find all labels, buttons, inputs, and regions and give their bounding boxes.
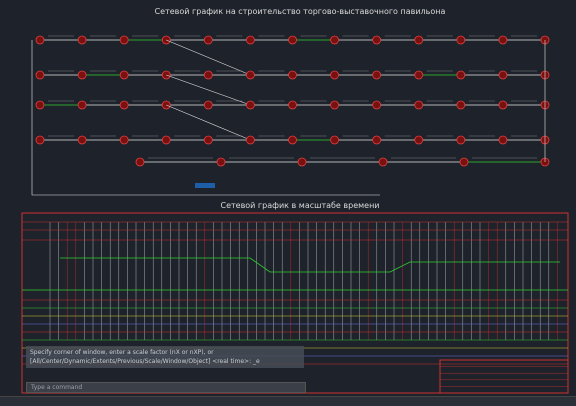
node [414,135,424,145]
history-line: Specify corner of window, enter a scale … [30,349,214,356]
table-frame [21,212,569,394]
node [35,35,45,45]
node [372,70,382,80]
node [297,157,307,167]
node [456,70,466,80]
node [35,135,45,145]
node [330,35,339,45]
node [288,100,297,110]
node [372,100,382,110]
node [119,100,129,110]
node [246,35,255,45]
node [330,100,339,110]
diag [166,104,251,141]
drawing-canvas: Сетевой график на строительство торгово-… [21,7,569,394]
node [330,70,339,80]
node [77,70,87,80]
node [372,135,382,145]
title-bottom: Сетевой график в масштабе времени [220,201,379,210]
node [378,157,388,167]
node [246,100,255,110]
node [330,135,339,145]
node [414,35,424,45]
highlight [195,183,215,188]
node [161,135,171,145]
command-input[interactable]: Type a command [26,382,306,393]
node [203,35,213,45]
node [203,70,213,80]
node [414,100,424,110]
node [216,157,226,167]
node [456,135,466,145]
node [119,70,129,80]
diag [166,74,251,106]
node [456,100,466,110]
command-history: Specify corner of window, enter a scale … [26,346,304,368]
node [459,157,469,167]
node [246,70,255,80]
node [498,135,508,145]
node [119,135,129,145]
node [372,35,382,45]
node [77,135,87,145]
node [77,100,87,110]
node [77,35,87,45]
diag [166,39,251,76]
title-block [439,359,569,394]
node [35,70,45,80]
schedule [60,257,560,273]
node [135,157,145,167]
node [246,135,255,145]
node [288,70,297,80]
node [119,35,129,45]
node [456,35,466,45]
node [498,35,508,45]
status-bar [0,396,576,406]
node [35,100,45,110]
history-line: [All/Center/Dynamic/Extents/Previous/Sca… [30,358,260,365]
node [498,100,508,110]
node [498,70,508,80]
node [288,35,297,45]
node [288,135,297,145]
node [203,135,213,145]
node [203,100,213,110]
title-top: Сетевой график на строительство торгово-… [155,7,446,16]
node [414,70,424,80]
frame [31,40,380,196]
